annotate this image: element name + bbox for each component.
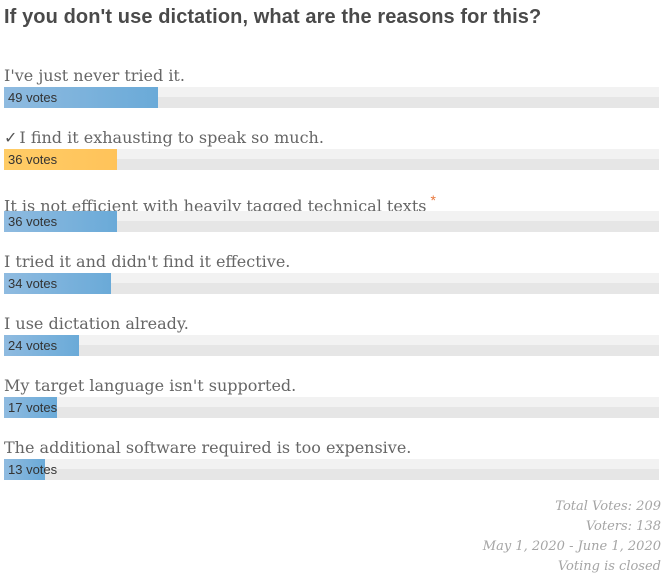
vote-bar-fill [4, 87, 158, 108]
poll-answer: ✓ I find it exhausting to speak so much. 3… [4, 128, 659, 178]
vote-bar-fill [4, 211, 117, 232]
poll-question: If you don't use dictation, what are the… [4, 6, 542, 28]
poll-answer: I use dictation already. 24 votes [4, 314, 659, 364]
poll-footer: Total Votes: 209 Voters: 138 May 1, 2020… [483, 497, 661, 577]
vote-bar-track: 24 votes [4, 335, 659, 356]
vote-bar-fill [4, 397, 57, 418]
vote-count: 36 votes [8, 152, 58, 167]
asterisk-icon: * [430, 192, 436, 208]
answer-text: I find it exhausting to speak so much. [19, 128, 324, 147]
answer-text: I've just never tried it. [4, 66, 185, 85]
date-range: May 1, 2020 - June 1, 2020 [482, 539, 661, 554]
vote-bar-fill [4, 459, 45, 480]
poll-answer: My target language isn't supported. 17 vo… [4, 376, 659, 426]
vote-bar-track: 36 votes [4, 211, 659, 232]
answer-text: My target language isn't supported. [4, 376, 297, 395]
vote-bar-fill [4, 149, 117, 170]
vote-count: 49 votes [8, 90, 58, 105]
answer-text: I tried it and didn't find it effective. [4, 252, 291, 271]
answer-label: I've just never tried it. [4, 66, 185, 86]
vote-count: 24 votes [8, 338, 58, 353]
vote-count: 17 votes [8, 400, 58, 415]
vote-bar-track: 34 votes [4, 273, 659, 294]
poll-answer: I tried it and didn't find it effective.… [4, 252, 659, 302]
answer-label: It is not efficient with heavily tagged … [4, 190, 436, 216]
answer-label: I tried it and didn't find it effective. [4, 252, 290, 272]
vote-bar-track: 13 votes [4, 459, 659, 480]
voters-count: Voters: 138 [585, 519, 661, 534]
answer-label: My target language isn't supported. [4, 376, 296, 396]
answer-text: I use dictation already. [4, 314, 189, 333]
answer-label: ✓ I find it exhausting to speak so much. [4, 128, 324, 148]
answer-text: The additional software required is too … [4, 438, 412, 457]
vote-bar-track: 49 votes [4, 87, 659, 108]
voting-status: Voting is closed [557, 559, 661, 574]
vote-count: 36 votes [8, 214, 58, 229]
answer-label: I use dictation already. [4, 314, 189, 334]
vote-bar-fill [4, 335, 79, 356]
poll-answer: It is not efficient with heavily tagged … [4, 190, 659, 240]
answer-text: It is not efficient with heavily tagged … [4, 196, 427, 216]
vote-bar-fill [4, 273, 111, 294]
poll-answer: I've just never tried it. 49 votes [4, 66, 659, 116]
poll-answer: The additional software required is too … [4, 438, 659, 488]
vote-bar-track: 36 votes [4, 149, 659, 170]
vote-count: 13 votes [8, 462, 58, 477]
vote-bar-track: 17 votes [4, 397, 659, 418]
vote-count: 34 votes [8, 276, 58, 291]
checkmark-icon: ✓ [4, 128, 18, 147]
total-votes: Total Votes: 209 [555, 499, 661, 514]
answer-label: The additional software required is too … [4, 438, 411, 458]
